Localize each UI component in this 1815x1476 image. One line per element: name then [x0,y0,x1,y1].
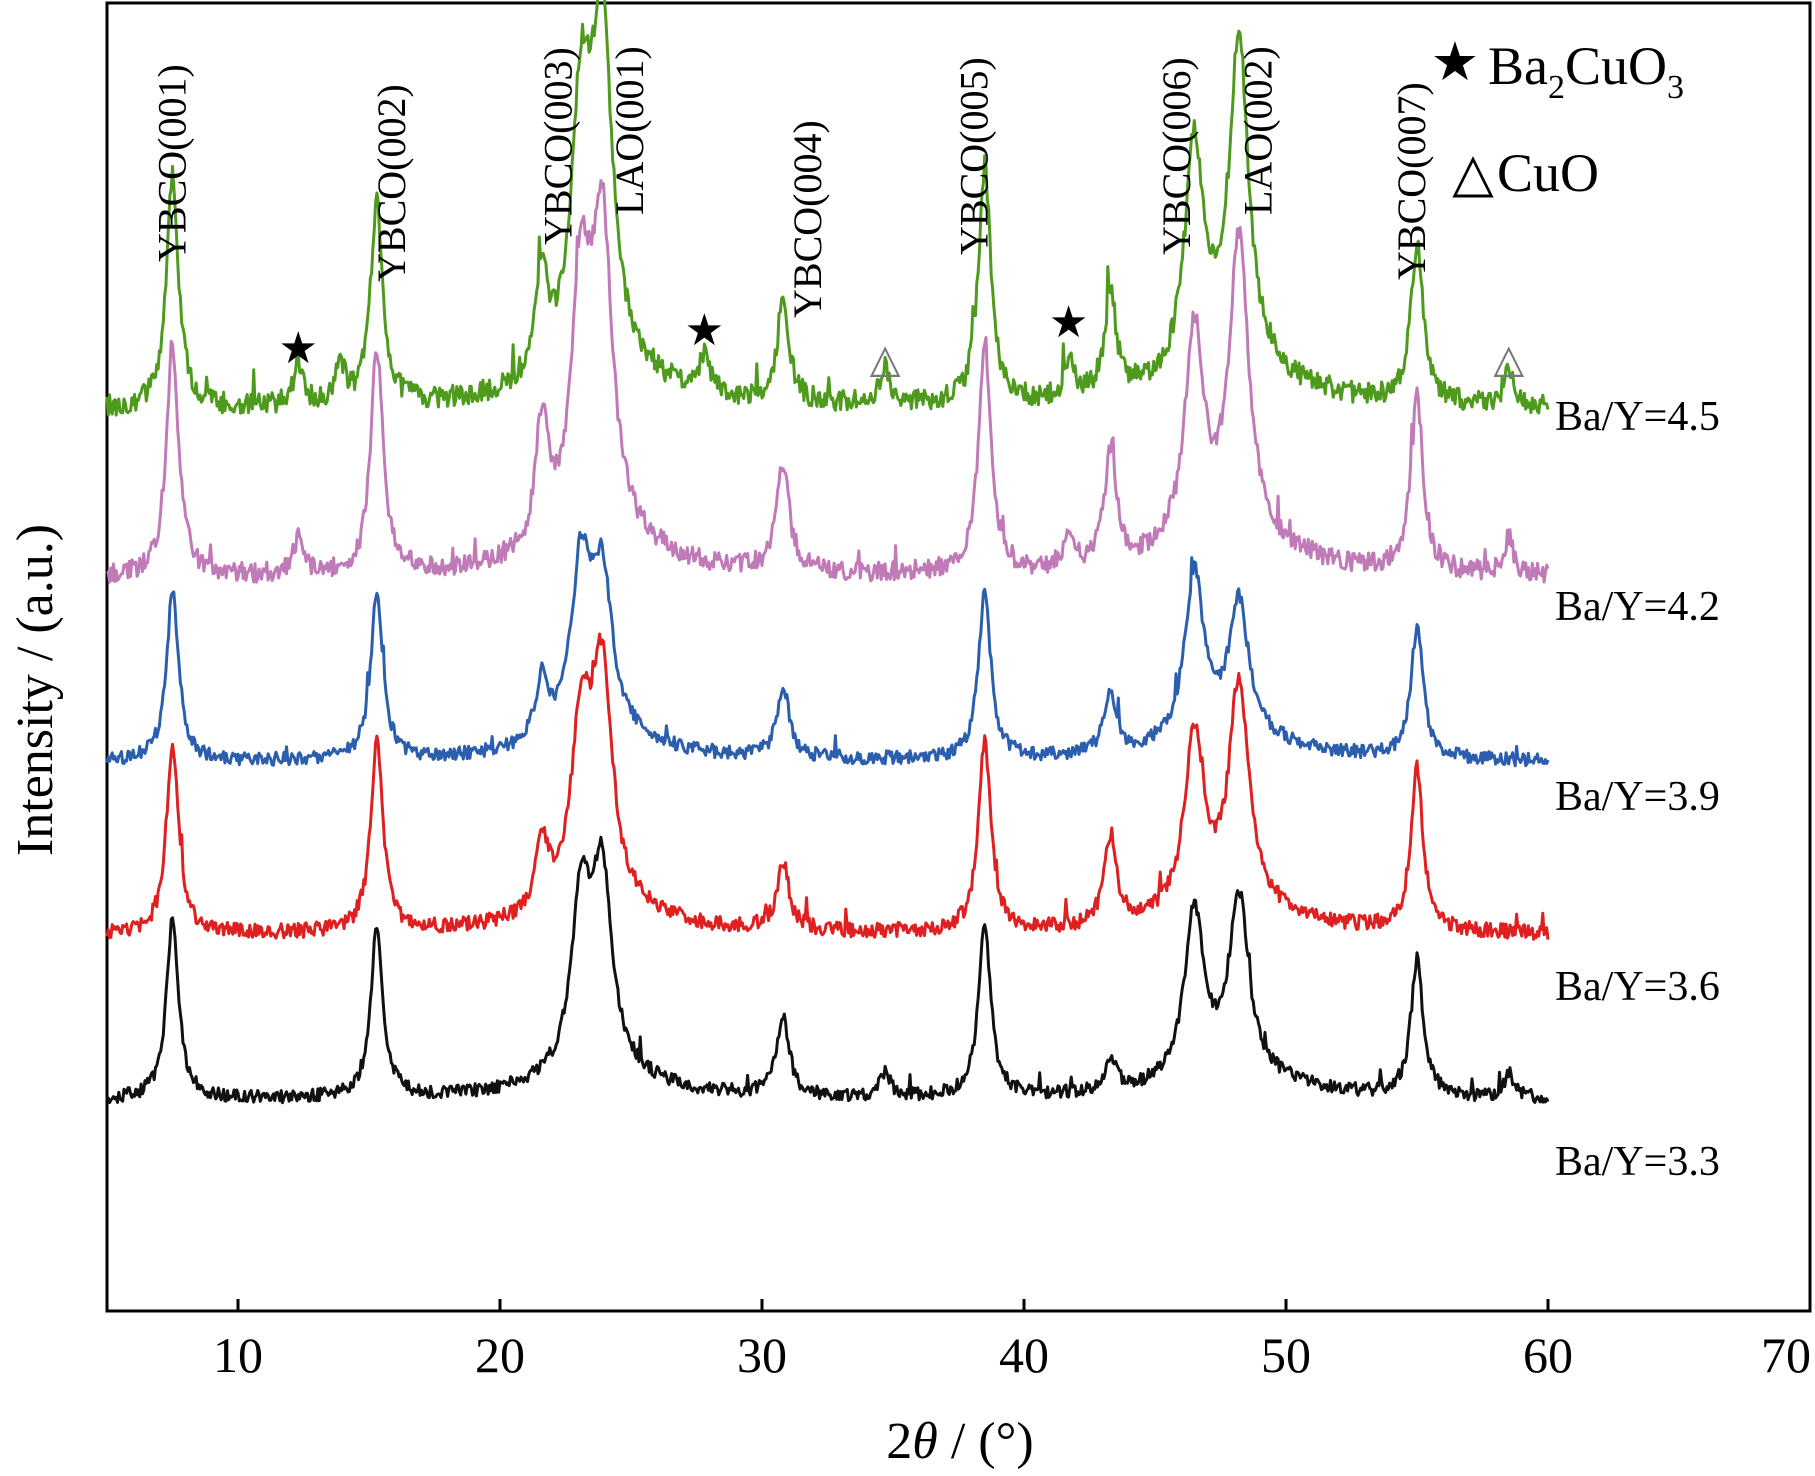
series-label-ba-y-3-9: Ba/Y=3.9 [1555,774,1720,820]
x-tick-label-70: 70 [1761,1327,1811,1383]
x-tick-label-30: 30 [737,1327,787,1383]
impurity-markers: ★ ★ ★ △ △ [279,298,1525,381]
star-marker-ba2cuo3: ★ [685,306,724,355]
x-axis-title-suffix: / (°) [938,1413,1034,1470]
peak-label-ybco-005: YBCO(005) [952,57,997,255]
series-line-ba-y-4-2 [106,179,1550,584]
x-axis-ticks: 10 20 30 40 50 60 70 [213,1299,1812,1383]
star-marker-ba2cuo3: ★ [1049,298,1088,347]
peak-label-ybco-007: YBCO(007) [1389,82,1434,280]
peak-label-lao-002: LAO(002) [1236,46,1281,215]
x-tick-label-20: 20 [475,1327,525,1383]
y-axis-title: Intensity / (a.u.) [7,524,64,856]
legend-marker-star: ★ [1431,32,1479,92]
legend-text-cuo-phase: CuO [1497,143,1599,203]
star-marker-ba2cuo3: ★ [279,324,318,373]
x-axis-title-prefix: 2 [886,1413,912,1470]
series-label-ba-y-3-6: Ba/Y=3.6 [1555,964,1720,1010]
series-line-ba-y-3-9 [105,530,1550,768]
series-line-ba-y-4-5 [105,0,1550,417]
peak-label-lao-001: LAO(001) [607,46,652,215]
series-label-ba-y-3-3: Ba/Y=3.3 [1555,1139,1720,1185]
legend-text-ba2cuo3: Ba2CuO3 [1488,36,1684,106]
triangle-marker-cuo: △ [1493,336,1524,381]
series-line-ba-y-3-3 [105,835,1550,1105]
peak-labels: YBCO(001) YBCO(002) YBCO(003) LAO(001) YBCO(… [150,46,1435,318]
x-axis-title-symbol: θ [912,1413,938,1470]
peak-label-ybco-006: YBCO(006) [1154,57,1199,255]
legend-text-ba: Ba [1488,36,1548,96]
legend-text-cuo: CuO [1565,36,1667,96]
x-tick-label-60: 60 [1523,1327,1573,1383]
peak-label-ybco-003: YBCO(003) [535,47,580,245]
x-tick-label-40: 40 [999,1327,1049,1383]
legend-sub-2: 2 [1548,69,1565,106]
x-axis-title: 2θ / (°) [886,1413,1033,1470]
legend: ★ Ba2CuO3 △ CuO [1431,32,1684,203]
legend-marker-triangle: △ [1452,143,1494,203]
peak-label-ybco-004: YBCO(004) [785,120,830,318]
legend-sub-3: 3 [1667,69,1684,106]
x-tick-label-10: 10 [213,1327,263,1383]
peak-label-ybco-001: YBCO(001) [150,64,195,262]
series-label-ba-y-4-2: Ba/Y=4.2 [1555,584,1720,630]
triangle-marker-cuo: △ [870,336,901,381]
series-line-ba-y-3-6 [105,632,1550,941]
series-group: Ba/Y=4.5 Ba/Y=4.2 Ba/Y=3.9 Ba/Y=3.6 Ba/Y=3.3 [105,0,1720,1185]
peak-label-ybco-002: YBCO(002) [369,84,414,282]
x-tick-label-50: 50 [1261,1327,1311,1383]
series-label-ba-y-4-5: Ba/Y=4.5 [1555,394,1720,440]
plot-frame [105,1,1812,1313]
